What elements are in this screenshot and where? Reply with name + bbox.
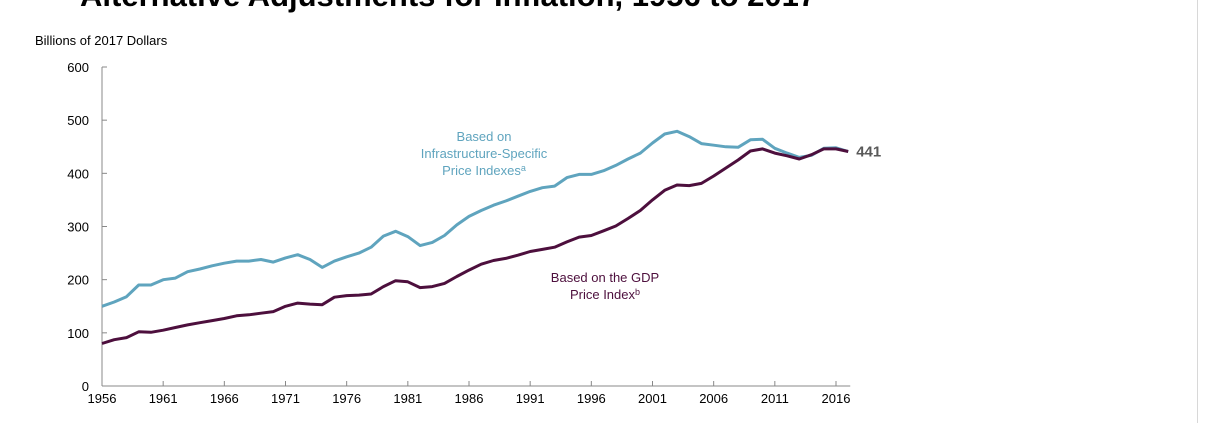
y-tick-label: 200: [67, 273, 89, 288]
infrastructure-index-line: [101, 129, 849, 308]
footnote-marker: a: [521, 163, 526, 173]
x-tick-label: 1976: [332, 391, 361, 406]
x-tick-label: 1991: [516, 391, 545, 406]
series-label-line: Based on the GDP: [551, 270, 659, 285]
x-tick-label: 2011: [761, 391, 789, 406]
x-tick-label: 1971: [271, 391, 300, 406]
y-tick-label: 400: [67, 166, 89, 181]
x-tick-label: 1981: [393, 391, 422, 406]
x-tick-label: 1961: [149, 391, 178, 406]
footnote-marker: b: [635, 287, 640, 297]
x-tick-label: 2001: [638, 391, 667, 406]
series-label-line: Price Indexb: [570, 287, 640, 302]
series-label-line: Price Indexesa: [442, 163, 526, 178]
y-tick-label: 500: [67, 113, 89, 128]
series-label-line: Based on: [457, 129, 512, 144]
end-value-annotation: 441: [856, 144, 881, 161]
series-label-line: Infrastructure-Specific: [421, 146, 548, 161]
x-tick-label: 1996: [577, 391, 606, 406]
y-tick-label: 0: [82, 379, 89, 394]
y-tick-label: 300: [67, 220, 89, 235]
y-tick-label: 600: [67, 60, 89, 75]
x-tick-label: 2006: [699, 391, 728, 406]
x-tick-label: 1966: [210, 391, 239, 406]
y-axis-label: Billions of 2017 Dollars: [35, 33, 168, 48]
gdp-index-line: [101, 147, 849, 345]
x-tick-label: 1986: [455, 391, 484, 406]
page-edge-divider: [1197, 0, 1198, 423]
x-tick-label: 1956: [88, 391, 117, 406]
x-tick-label: 2016: [822, 391, 851, 406]
y-tick-label: 100: [67, 326, 89, 341]
chart-title: Alternative Adjustments for Inflation, 1…: [80, 0, 816, 14]
